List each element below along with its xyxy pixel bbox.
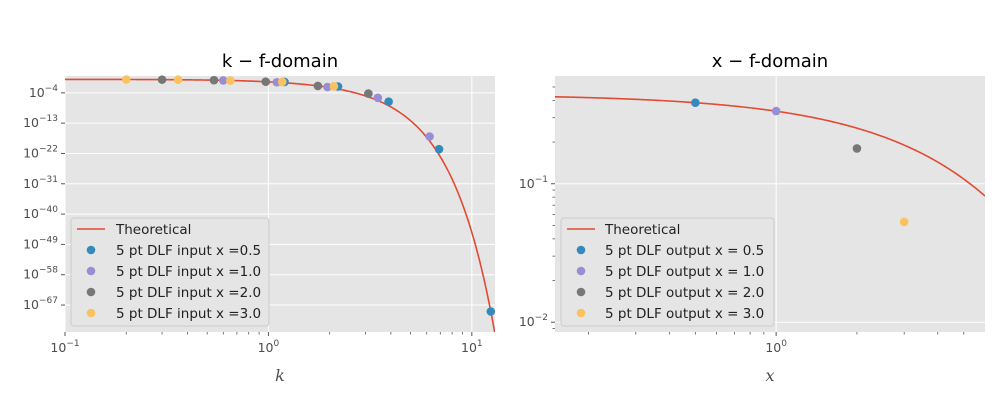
chart-left-y-tick-label: 10−31 <box>23 175 58 191</box>
chart-right-y-tick-labels: 10−1 10−2 <box>519 175 548 329</box>
chart-left-legend-label-3: 5 pt DLF input x =2.0 <box>116 285 261 301</box>
chart-left-series-4-point-5 <box>329 82 339 91</box>
chart-right-legend-box <box>560 217 775 327</box>
chart-right-theoretical-line <box>555 95 985 197</box>
chart-left-legend-label-4: 5 pt DLF input x =3.0 <box>116 306 261 322</box>
chart-left-legend-label-1: 5 pt DLF input x =0.5 <box>116 243 261 259</box>
chart-right-legend-label-1: 5 pt DLF output x = 0.5 <box>605 243 764 259</box>
chart-left-x-tick-label: 10−1 <box>50 339 79 355</box>
chart-left-ticks <box>61 92 473 336</box>
chart-left-y-tick-labels: 10−4 10−13 10−22 10−31 10−40 10−49 10−58 10−67 <box>23 84 58 312</box>
chart-right-legend-label-2: 5 pt DLF output x = 1.0 <box>605 264 764 280</box>
chart-left-series-4-point-2 <box>173 75 183 85</box>
chart-left-x-tick-labels: 10−1 100 101 <box>50 339 482 355</box>
chart-right-legend-swatch-1 <box>576 245 586 255</box>
chart-left-series-3-point-2 <box>209 75 219 85</box>
chart-right-ticks <box>551 86 965 336</box>
chart-left-x-tick-label: 101 <box>461 339 483 355</box>
chart-left-legend-label-2: 5 pt DLF input x =1.0 <box>116 264 261 280</box>
chart-left-series-1-point-3 <box>384 97 393 106</box>
chart-right-legend-swatch-4 <box>576 308 586 318</box>
chart-left-legend-box <box>70 217 270 327</box>
chart-right-legend: Theoretical 5 pt DLF output x = 0.5 5 pt… <box>560 217 775 327</box>
chart-left-series-3-point-3 <box>261 77 271 87</box>
chart-left-y-tick-label: 10−4 <box>29 84 58 100</box>
chart-left-legend: Theoretical 5 pt DLF input x =0.5 5 pt D… <box>70 217 270 327</box>
chart-left-legend-swatch-1 <box>86 245 96 255</box>
chart-left-series-3-point-4 <box>313 81 323 91</box>
chart-left-series-1-point-5 <box>486 307 496 316</box>
chart-left-legend-swatch-4 <box>86 308 96 318</box>
chart-right-x-tick-label: 100 <box>765 339 787 355</box>
chart-left-legend-swatch-2 <box>86 266 96 276</box>
chart-left-y-tick-label: 10−58 <box>23 266 58 282</box>
chart-right-title: x − f-domain <box>712 51 828 72</box>
chart-left-points <box>121 75 496 316</box>
chart-right-series-4-point-1 <box>899 217 909 227</box>
chart-right-y-tick-label: 10−1 <box>519 175 548 191</box>
chart-right-legend-theoretical-label: Theoretical <box>604 222 680 238</box>
chart-left-y-tick-label: 10−67 <box>23 296 58 312</box>
chart-left-title: k − f-domain <box>222 51 338 72</box>
chart-left-series-3-point-5 <box>364 89 373 98</box>
chart-right: x − f-domain 100 10−1 10−2 x Theoretical … <box>519 51 985 385</box>
chart-left-y-tick-label: 10−22 <box>23 144 58 160</box>
chart-left-x-axis-label: k <box>275 366 285 385</box>
chart-left-x-tick-label: 100 <box>258 339 280 355</box>
chart-left-series-2-point-5 <box>425 132 434 141</box>
chart-right-legend-label-3: 5 pt DLF output x = 2.0 <box>605 285 764 301</box>
chart-right-curve <box>555 95 985 197</box>
chart-left-y-tick-label: 10−13 <box>23 114 58 130</box>
chart-left-series-2-point-4 <box>373 93 383 103</box>
chart-right-points <box>691 98 909 227</box>
chart-right-legend-swatch-3 <box>576 287 586 297</box>
chart-left-series-2-point-1 <box>218 76 228 85</box>
chart-left: k − f-domain 10−1 100 101 10−410−1310−2210… <box>23 51 496 385</box>
chart-left-series-1-point-4 <box>434 144 444 154</box>
chart-left-series-4-point-4 <box>277 77 287 87</box>
chart-left-series-3-point-1 <box>157 75 167 84</box>
chart-right-x-axis-label: x <box>765 366 774 385</box>
chart-right-legend-label-4: 5 pt DLF output x = 3.0 <box>605 306 764 322</box>
chart-right-series-3-point-1 <box>852 144 862 153</box>
chart-right-x-tick-labels: 100 <box>765 339 787 355</box>
chart-left-y-tick-label: 10−40 <box>23 205 58 221</box>
chart-right-series-2-point-1 <box>771 106 781 116</box>
chart-left-series-4-point-3 <box>226 76 235 85</box>
chart-right-y-tick-label: 10−2 <box>519 313 548 329</box>
chart-left-legend-swatch-3 <box>86 287 96 297</box>
chart-left-legend-theoretical-label: Theoretical <box>115 222 191 238</box>
chart-left-series-4-point-1 <box>121 75 131 84</box>
chart-left-series-2-point-3 <box>323 82 332 92</box>
chart-left-y-tick-label: 10−49 <box>23 235 58 251</box>
chart-right-legend-swatch-2 <box>576 266 586 276</box>
chart-right-series-1-point-1 <box>691 98 700 107</box>
